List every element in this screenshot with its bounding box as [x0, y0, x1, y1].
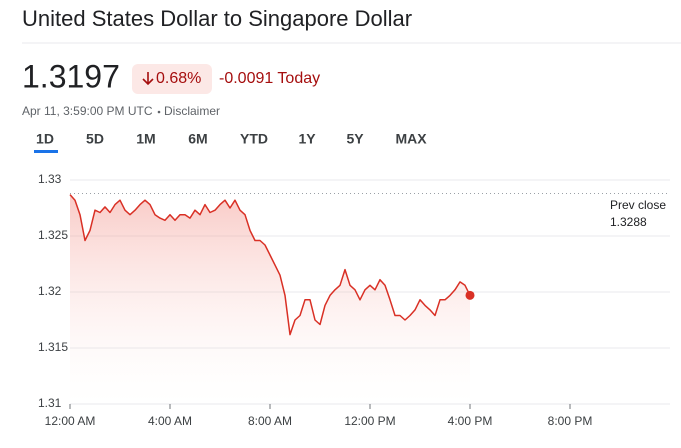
tab-underline [34, 150, 58, 153]
area [70, 194, 470, 404]
separator [157, 110, 161, 114]
prev-close-label: Prev close [610, 198, 666, 212]
tab[interactable]: YTD [240, 131, 268, 147]
prev-close-bg [604, 196, 666, 234]
tab[interactable]: 5D [86, 131, 104, 147]
x-tick-label: 8:00 AM [248, 414, 292, 428]
price: 1.3197 [22, 58, 120, 94]
x-tick-label: 4:00 AM [148, 414, 192, 428]
timestamp: Apr 11, 3:59:00 PM UTC [22, 104, 153, 118]
x-tick-label: 8:00 PM [548, 414, 593, 428]
down-arrow [142, 72, 154, 86]
change: -0.0091 Today [219, 70, 320, 87]
change-pct: 0.68% [156, 70, 201, 87]
y-tick-label: 1.325 [38, 228, 68, 242]
tab[interactable]: 1Y [298, 131, 316, 147]
plot: 1.33 1.325 1.32 1.315 1.31 12:00 AM 4:00 AM 8:0… [38, 172, 670, 428]
y-tick-label: 1.33 [38, 172, 62, 186]
disclaimer[interactable]: Disclaimer [164, 104, 220, 118]
x-tick-label: 12:00 AM [45, 414, 96, 428]
x-tick-label: 4:00 PM [448, 414, 493, 428]
line [69, 194, 471, 336]
prev-close-value: 1.3288 [610, 215, 647, 229]
y-tick-label: 1.32 [38, 284, 62, 298]
end-dot [465, 290, 475, 300]
y-tick-label: 1.31 [38, 396, 62, 410]
tab[interactable]: 5Y [346, 131, 364, 147]
tab[interactable]: MAX [395, 131, 427, 147]
tab[interactable]: 1D [36, 131, 54, 147]
tabs: 1D 5D 1M 6M YTD 1Y 5Y MAX [34, 131, 427, 153]
y-tick-label: 1.315 [38, 340, 68, 354]
tab[interactable]: 1M [136, 131, 155, 147]
tab[interactable]: 6M [188, 131, 207, 147]
x-tick-label: 12:00 PM [344, 414, 395, 428]
title: United States Dollar to Singapore Dollar [22, 6, 412, 31]
change-badge [132, 64, 212, 94]
